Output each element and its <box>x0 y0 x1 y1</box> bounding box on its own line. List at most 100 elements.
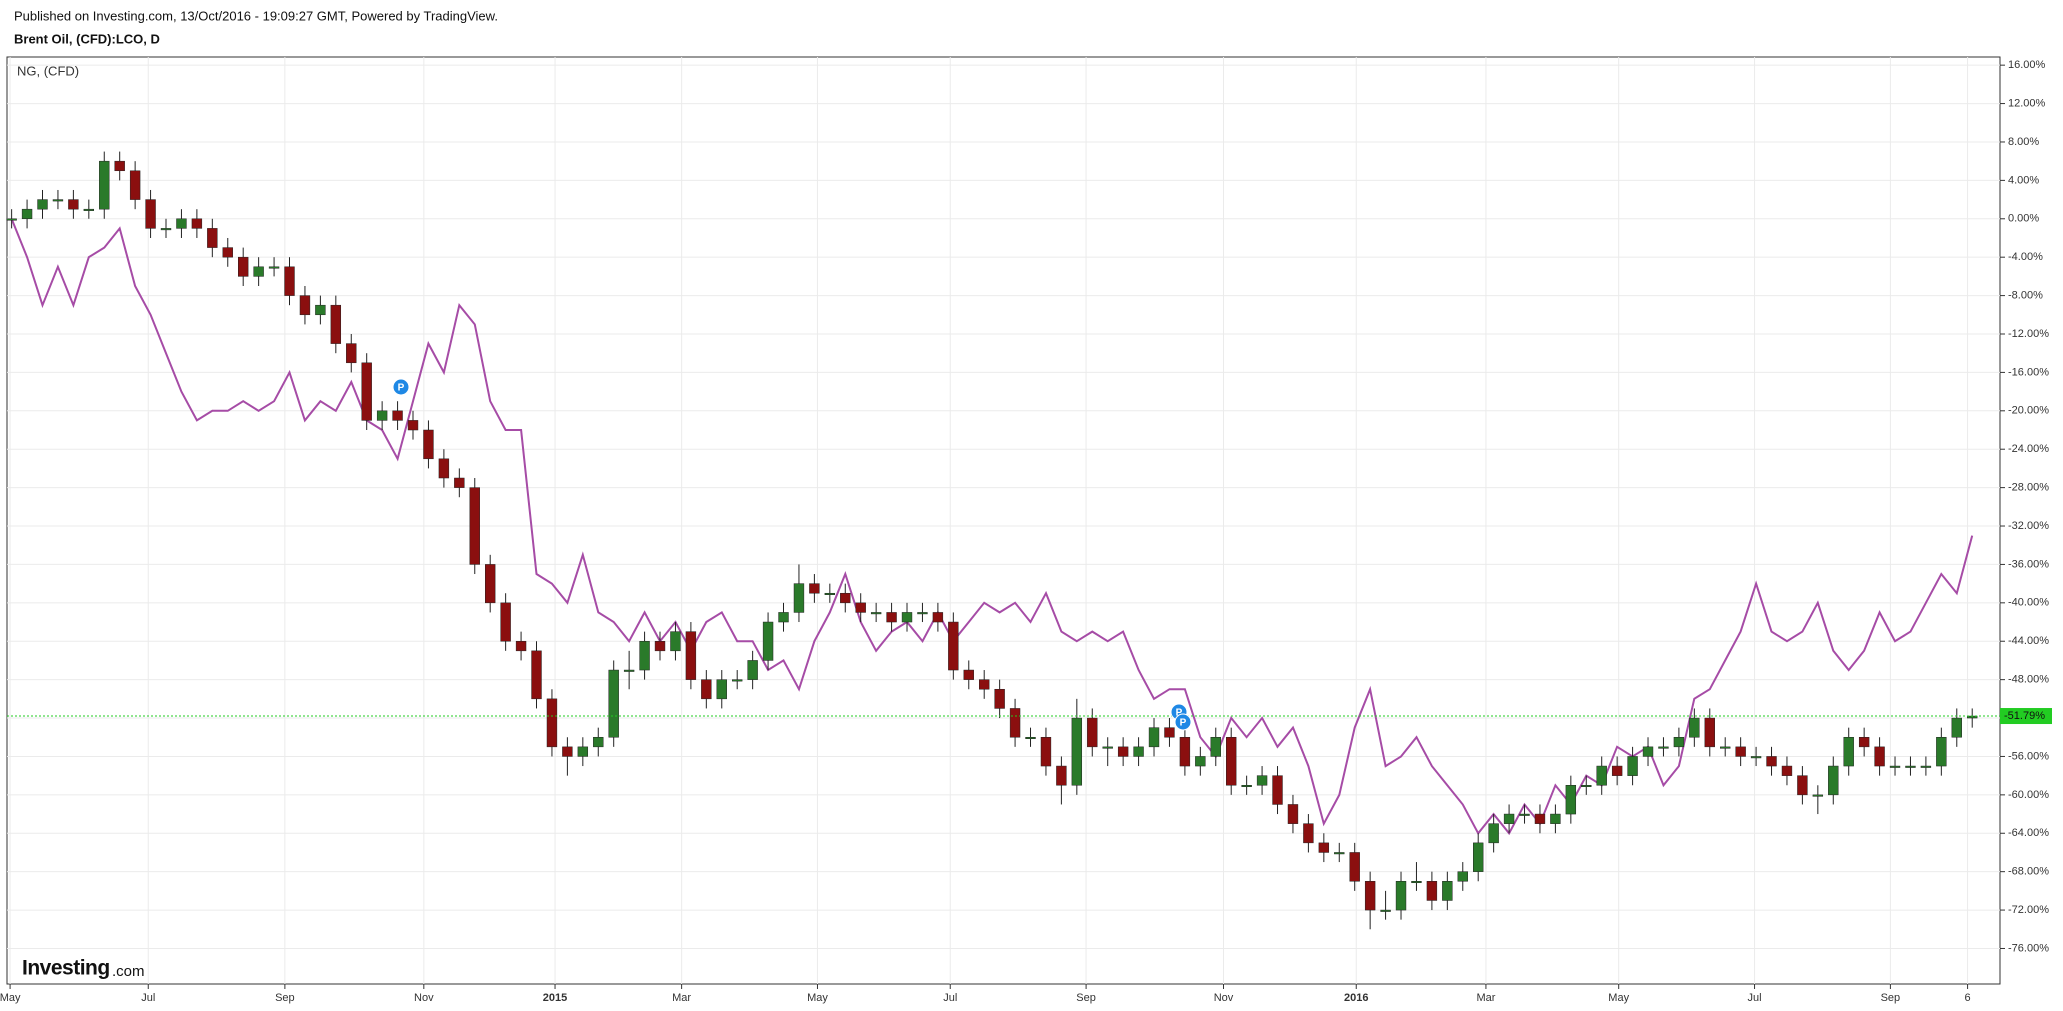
candle-body <box>500 602 511 642</box>
event-marker-label: P <box>1180 718 1187 729</box>
candle-body <box>1936 736 1947 767</box>
candle-body <box>1720 746 1731 749</box>
candle-body <box>1056 765 1067 786</box>
candle-body <box>238 256 249 277</box>
candle-body <box>1627 756 1638 776</box>
candle-body <box>83 208 95 211</box>
candle-body <box>1735 746 1746 757</box>
y-tick-label: 12.00% <box>2008 97 2046 109</box>
candle-body <box>994 688 1005 709</box>
legend-entry: NG, (CFD) <box>17 63 79 78</box>
x-tick-label: Jul <box>141 992 155 1004</box>
candle-body <box>593 736 604 748</box>
candle-body <box>917 612 928 615</box>
candle-body <box>129 170 141 200</box>
y-tick-label: -24.00% <box>2008 443 2049 455</box>
y-tick-label: -72.00% <box>2008 904 2049 916</box>
candle-body <box>1179 736 1191 767</box>
x-tick-label: 6 <box>1965 992 1971 1004</box>
candle-body <box>1503 813 1515 824</box>
y-tick-label: -76.00% <box>2008 942 2049 954</box>
event-marker <box>1174 713 1192 731</box>
candle-body <box>485 564 496 604</box>
candle-body <box>376 410 388 421</box>
candle-body <box>222 247 233 258</box>
x-tick-label: Sep <box>1076 992 1096 1004</box>
candle-body <box>1210 736 1221 757</box>
price-label-box <box>2000 708 2052 725</box>
x-tick-label: Nov <box>414 992 434 1004</box>
candle-body <box>407 420 419 431</box>
candle-body <box>423 429 434 460</box>
y-tick-label: -64.00% <box>2008 827 2049 839</box>
candle-body <box>1858 736 1870 748</box>
x-tick-label: Mar <box>672 992 691 1004</box>
y-tick-label: -8.00% <box>2008 289 2043 301</box>
candle-body <box>1087 717 1098 748</box>
candle-body <box>824 592 836 595</box>
candle-body <box>253 266 264 277</box>
candle-body <box>1673 736 1685 748</box>
candle-body <box>1828 765 1839 796</box>
candle-body <box>1488 823 1499 844</box>
candle-body <box>160 228 172 231</box>
candle-body <box>315 304 326 316</box>
candle-body <box>932 612 944 623</box>
candle-body <box>1704 717 1715 748</box>
y-tick-label: 8.00% <box>2008 136 2039 148</box>
y-tick-label: -40.00% <box>2008 597 2049 609</box>
candle-body <box>670 631 681 652</box>
x-tick-label: Nov <box>1214 992 1234 1004</box>
candle-body <box>1411 881 1422 884</box>
candle-body <box>1781 765 1793 776</box>
candle-body <box>1256 775 1268 786</box>
candle-body <box>1102 746 1113 749</box>
candle-body <box>1272 775 1283 805</box>
candle-body <box>577 746 589 757</box>
price-label: -51.79% <box>2004 710 2045 722</box>
candle-body <box>870 612 882 615</box>
y-tick-label: 4.00% <box>2008 174 2039 186</box>
candle-body <box>1843 736 1854 767</box>
y-tick-label: -32.00% <box>2008 520 2049 532</box>
grid <box>7 57 2000 984</box>
candle-body <box>1565 785 1577 815</box>
published-note: Published on Investing.com, 13/Oct/2016 … <box>14 8 498 23</box>
y-tick-label: 16.00% <box>2008 59 2046 71</box>
candle-body <box>37 199 48 210</box>
y-tick-label: -44.00% <box>2008 635 2049 647</box>
x-tick-label: May <box>0 992 21 1004</box>
candle-body <box>855 602 866 613</box>
candle-body <box>531 650 542 700</box>
candle-body <box>546 698 558 748</box>
candle-body <box>639 640 650 671</box>
candle-body <box>68 199 79 210</box>
candle-body <box>1889 765 1901 768</box>
candle-body <box>886 612 897 623</box>
candle-body <box>623 669 635 672</box>
candle-body <box>1457 871 1468 882</box>
candle-body <box>654 640 666 652</box>
candle-body <box>840 592 851 604</box>
candle-body <box>1689 717 1700 738</box>
x-tick-label: 2016 <box>1344 992 1368 1004</box>
event-marker-label: P <box>1176 708 1183 719</box>
candle-body <box>438 458 450 479</box>
candle-body <box>901 612 913 623</box>
candle-body <box>1287 804 1299 824</box>
candle-body <box>454 477 465 488</box>
candle-body <box>1395 881 1407 911</box>
candle-body <box>346 343 357 364</box>
candle-body <box>963 669 974 680</box>
x-tick-label: Sep <box>275 992 295 1004</box>
candle-body <box>1473 842 1484 872</box>
candle-body <box>1766 756 1777 767</box>
candle-body <box>1874 746 1885 767</box>
logo-suffix: .com <box>112 963 145 980</box>
y-tick-label: -48.00% <box>2008 674 2049 686</box>
candle-body <box>1442 881 1453 901</box>
candle-body <box>299 295 311 316</box>
candle-body <box>361 362 372 421</box>
candle-body <box>1519 813 1530 816</box>
